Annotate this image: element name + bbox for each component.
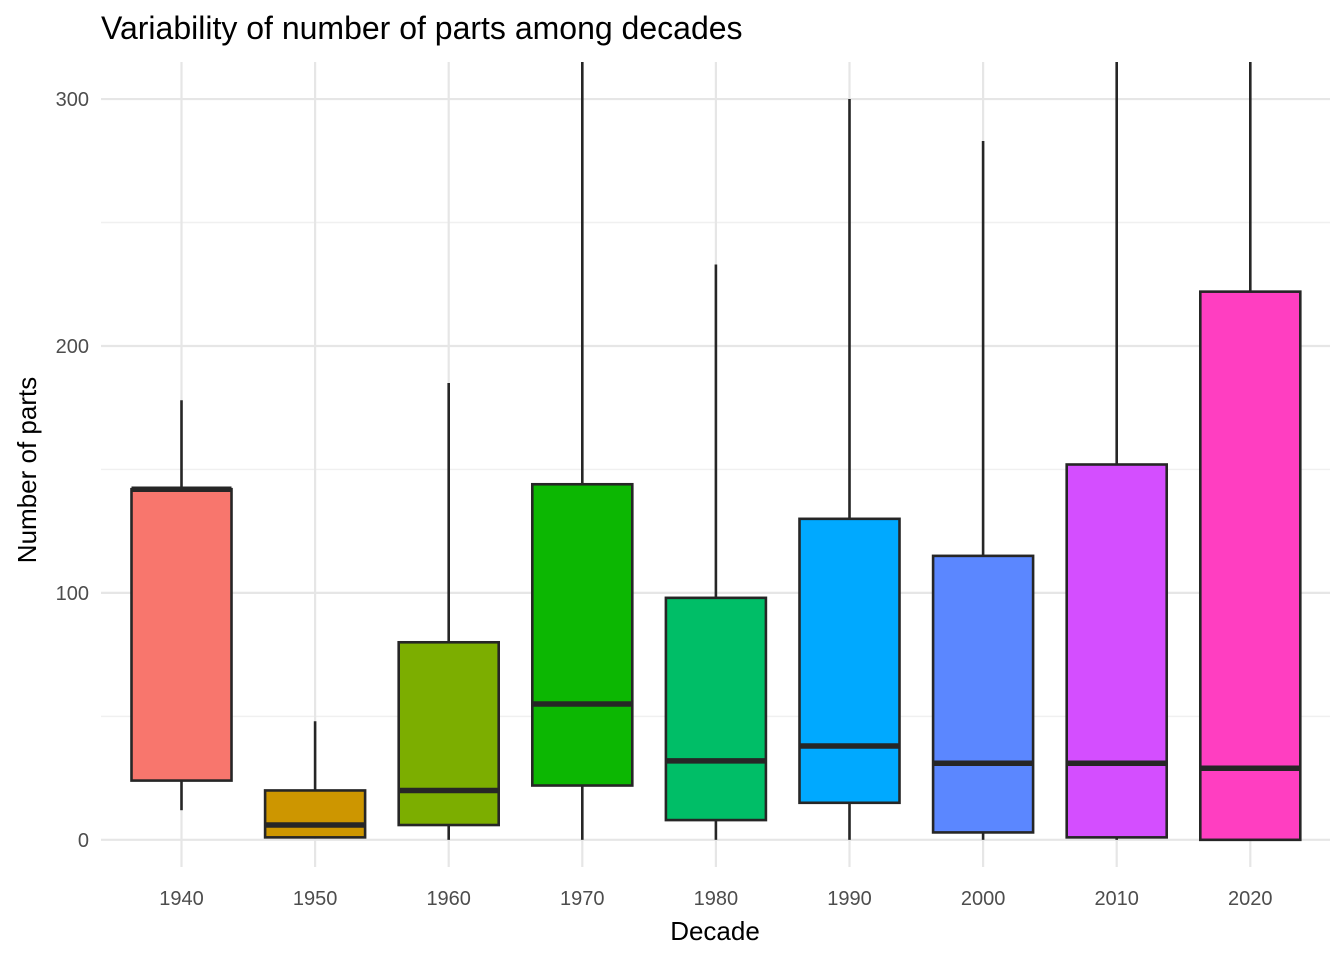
x-tick-label: 1980 — [694, 888, 739, 910]
box-2000 — [931, 141, 1035, 840]
chart-title: Variability of number of parts among dec… — [101, 10, 743, 46]
y-tick-label: 0 — [78, 830, 89, 852]
x-tick-label: 1940 — [159, 888, 204, 910]
box-2010 — [1065, 62, 1168, 840]
x-tick-label: 1970 — [560, 888, 605, 910]
box-body — [397, 640, 501, 827]
box-1980 — [664, 264, 768, 840]
y-tick-label: 300 — [56, 89, 89, 111]
box-body — [1065, 463, 1168, 839]
box-2020 — [1199, 62, 1302, 842]
x-tick-label: 1960 — [426, 888, 471, 910]
box-body — [263, 789, 367, 839]
boxes — [130, 62, 1302, 842]
y-axis-ticks: 0 100 200 300 — [56, 89, 89, 852]
box-1990 — [798, 99, 901, 840]
x-tick-label: 2020 — [1228, 888, 1273, 910]
x-tick-label: 1990 — [827, 888, 872, 910]
x-tick-label: 1950 — [293, 888, 338, 910]
x-axis-label: Decade — [670, 916, 760, 946]
box-1950 — [263, 721, 367, 839]
box-1940 — [130, 400, 233, 811]
box-1970 — [530, 62, 634, 840]
box-body — [931, 554, 1035, 834]
box-body — [798, 517, 901, 805]
box-body — [664, 596, 768, 822]
x-tick-label: 2000 — [961, 888, 1006, 910]
y-axis-label: Number of parts — [12, 377, 42, 563]
y-tick-label: 100 — [56, 583, 89, 605]
x-axis-ticks: 1940 1950 1960 1970 1980 1990 2000 2010 2020 — [159, 888, 1272, 910]
y-tick-label: 200 — [56, 336, 89, 358]
box-body — [1199, 290, 1302, 842]
box-body — [130, 487, 233, 782]
box-body — [530, 482, 634, 787]
box-1960 — [397, 383, 501, 840]
x-tick-label: 2010 — [1094, 888, 1139, 910]
